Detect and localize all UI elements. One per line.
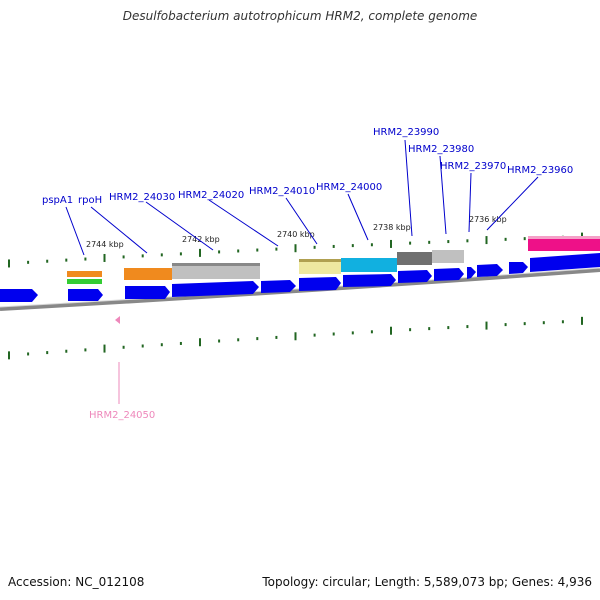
scale-label-2740: 2740 kbp xyxy=(277,230,315,239)
cds-arrow-24020[interactable] xyxy=(261,280,296,293)
scale-label-2736: 2736 kbp xyxy=(469,215,507,224)
gene-label-23970[interactable]: HRM2_23970 xyxy=(440,161,506,172)
feature-orange-pspA1[interactable] xyxy=(67,271,102,277)
gene-label-24000[interactable]: HRM2_24000 xyxy=(316,182,382,193)
accession-text: Accession: NC_012108 xyxy=(8,575,145,589)
leader-23970 xyxy=(468,172,472,233)
gene-label-23980[interactable]: HRM2_23980 xyxy=(408,144,474,155)
feature-khaki-24000[interactable] xyxy=(299,261,341,274)
gene-label-23960[interactable]: HRM2_23960 xyxy=(507,165,573,176)
feature-green-pspA1[interactable] xyxy=(67,279,102,284)
cds-arrow-rpoH[interactable] xyxy=(125,286,170,299)
cds-arrow-reverse-24050[interactable] xyxy=(115,316,120,324)
gene-label-24010[interactable]: HRM2_24010 xyxy=(249,186,315,197)
cds-arrow-23960[interactable] xyxy=(530,253,600,272)
gene-label-pspA1[interactable]: pspA1 xyxy=(42,195,73,206)
feature-lightgray-23980[interactable] xyxy=(432,250,464,263)
leader-23980 xyxy=(439,155,447,235)
leader-pspA1 xyxy=(65,206,85,256)
inner-tick-ring xyxy=(8,316,583,360)
map-title: Desulfobacterium autotrophicum HRM2, com… xyxy=(122,9,478,23)
cds-arrow-23980[interactable] xyxy=(434,268,464,281)
genome-summary-text: Topology: circular; Length: 5,589,073 bp… xyxy=(262,575,592,589)
cds-arrow[interactable] xyxy=(0,289,38,302)
cds-arrow-24010[interactable] xyxy=(299,277,341,291)
gene-label-24050[interactable]: HRM2_24050 xyxy=(89,410,155,421)
cds-arrow-pspA1[interactable] xyxy=(68,289,103,301)
cds-arrow-23970[interactable] xyxy=(477,264,503,277)
feature-cyan-24000[interactable] xyxy=(341,258,397,272)
feature-track xyxy=(67,236,600,284)
feature-orange-24030[interactable] xyxy=(124,268,172,280)
gene-label-24020[interactable]: HRM2_24020 xyxy=(178,190,244,201)
feature-khaki-top-24000 xyxy=(299,259,341,262)
outer-tick-ring xyxy=(8,232,583,268)
gene-label-rpoH[interactable]: rpoH xyxy=(78,195,102,206)
feature-magenta-23960[interactable] xyxy=(528,238,600,251)
gene-labels: pspA1 rpoH HRM2_24030 HRM2_24020 HRM2_24… xyxy=(42,127,573,206)
gene-label-24030[interactable]: HRM2_24030 xyxy=(109,192,175,203)
label-leaders xyxy=(65,139,539,256)
leader-24020 xyxy=(208,199,279,247)
feature-gray-top-24030 xyxy=(172,263,260,266)
cds-arrow-23975[interactable] xyxy=(467,267,476,279)
feature-magenta-light-23960 xyxy=(528,236,600,239)
scale-label-2742: 2742 kbp xyxy=(182,235,220,244)
cds-arrow-24000[interactable] xyxy=(343,274,396,287)
leader-24010 xyxy=(285,197,318,245)
scale-label-2744: 2744 kbp xyxy=(86,240,124,249)
cds-arrow-24030[interactable] xyxy=(172,281,259,297)
feature-gray-24030[interactable] xyxy=(172,265,260,279)
leader-rpoH xyxy=(90,206,148,254)
leader-23990 xyxy=(404,139,413,237)
leader-24030 xyxy=(145,201,214,251)
cds-arrow-23965[interactable] xyxy=(509,262,528,274)
cds-arrow-23990[interactable] xyxy=(398,270,432,283)
scale-label-2738: 2738 kbp xyxy=(373,223,411,232)
feature-darkgray-23990[interactable] xyxy=(397,252,432,265)
leader-23960 xyxy=(486,176,539,231)
cds-track xyxy=(0,253,600,324)
gene-label-23990[interactable]: HRM2_23990 xyxy=(373,127,439,138)
leader-24000 xyxy=(347,193,369,241)
